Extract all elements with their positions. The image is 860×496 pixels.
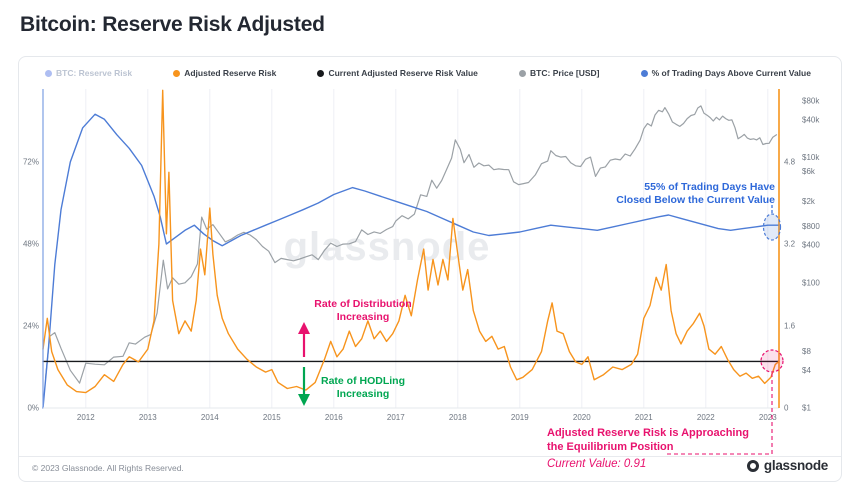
series-layer xyxy=(42,89,780,409)
x-axis-label: 2015 xyxy=(263,413,281,422)
annotation-hodling-line2: Increasing xyxy=(336,388,390,401)
footer-divider xyxy=(19,456,841,457)
annotation-distribution-line1: Rate of Distribution xyxy=(314,298,412,310)
x-axis-label: 2020 xyxy=(573,413,591,422)
y-axis-value-label: 1.6 xyxy=(784,322,796,331)
x-axis-label: 2017 xyxy=(387,413,405,422)
x-axis-label: 2014 xyxy=(201,413,219,422)
annotation-distribution: Rate of Distribution Increasing xyxy=(283,298,443,324)
x-axis-label: 2023 xyxy=(759,413,777,422)
y-axis-percent-label: 72% xyxy=(23,158,39,167)
y-axis-price-label: $4 xyxy=(802,366,811,375)
legend-label: BTC: Reserve Risk xyxy=(56,68,133,78)
y-axis-price-label: $100 xyxy=(802,278,820,287)
y-axis-price-label: $400 xyxy=(802,241,820,250)
y-axis-percent-label: 24% xyxy=(23,322,39,331)
legend-dot-icon xyxy=(317,69,325,77)
y-axis-value-label: 3.2 xyxy=(784,240,796,249)
chart-card: BTC: Reserve Risk Adjusted Reserve Risk Cu… xyxy=(18,56,842,482)
annotation-equilibrium-line1: Adjusted Reserve Risk is Approaching xyxy=(547,427,749,439)
legend-label: % of Trading Days Above Current Value xyxy=(651,68,811,78)
annotation-trading-days-line2: Closed Below the Current Value xyxy=(616,194,775,207)
reserve-risk-chart: 2012 2013 2014 2015 2016 2017 2018 2019 2020 2021… xyxy=(23,89,820,455)
current-value-marker xyxy=(760,349,784,373)
legend-item-3[interactable]: Current Adjusted Reserve Risk Value xyxy=(317,68,478,78)
legend-item-1[interactable]: BTC: Reserve Risk xyxy=(45,68,132,78)
annotation-overlays xyxy=(42,89,784,455)
trading-days-marker xyxy=(762,213,782,241)
x-axis-label: 2018 xyxy=(449,413,467,422)
y-axis-price-label: $80k xyxy=(802,97,820,106)
y-axis-price-label: $6k xyxy=(802,167,816,176)
y-axis-price-label: $40k xyxy=(802,115,820,124)
y-axis-percent-label: 0% xyxy=(27,404,39,413)
chart-legend: BTC: Reserve Risk Adjusted Reserve Risk Cu… xyxy=(19,68,841,78)
x-axis-label: 2021 xyxy=(635,413,653,422)
legend-item-4[interactable]: BTC: Price [USD] xyxy=(519,68,599,78)
y-axis-price-label: $800 xyxy=(802,222,820,231)
y-axis-price-label: $8 xyxy=(802,347,811,356)
x-axis-label: 2019 xyxy=(511,413,529,422)
legend-dot-icon xyxy=(173,69,181,77)
annotation-hodling-line1: Rate of HODLing xyxy=(321,375,405,387)
annotation-distribution-line2: Increasing xyxy=(336,311,390,324)
x-axis-label: 2016 xyxy=(325,413,343,422)
x-axis-label: 2022 xyxy=(697,413,715,422)
series-trading-days-pct xyxy=(42,113,780,409)
axis-layer: 2012 2013 2014 2015 2016 2017 2018 2019 2020 2021… xyxy=(23,97,820,422)
y-axis-percent-label: 48% xyxy=(23,240,39,249)
x-axis-label: 2012 xyxy=(77,413,95,422)
annotation-equilibrium: Adjusted Reserve Risk is Approaching the… xyxy=(547,426,749,472)
page-title: Bitcoin: Reserve Risk Adjusted xyxy=(20,13,325,36)
legend-label: BTC: Price [USD] xyxy=(530,68,600,78)
hodling-arrow-head-icon xyxy=(298,394,310,406)
legend-label: Adjusted Reserve Risk xyxy=(184,68,277,78)
series-adjusted-reserve-risk xyxy=(42,89,780,394)
copyright-text: © 2023 Glassnode. All Rights Reserved. xyxy=(32,463,184,473)
legend-dot-icon xyxy=(640,69,648,77)
annotation-hodling: Rate of HODLing Increasing xyxy=(283,375,443,401)
legend-label: Current Adjusted Reserve Risk Value xyxy=(328,68,478,78)
annotation-current-value: Current Value: 0.91 xyxy=(547,457,647,470)
y-axis-price-label: $2k xyxy=(802,197,816,206)
y-axis-price-label: $1 xyxy=(802,404,811,413)
glassnode-logo-text: glassnode xyxy=(763,458,828,473)
legend-item-2[interactable]: Adjusted Reserve Risk xyxy=(173,68,276,78)
annotation-equilibrium-line2: the Equilibrium Position xyxy=(547,441,674,454)
y-axis-price-label: $10k xyxy=(802,153,820,162)
legend-dot-icon xyxy=(519,69,527,77)
distribution-arrow-head-icon xyxy=(298,322,310,334)
annotation-trading-days-line1: 55% of Trading Days Have xyxy=(644,181,775,193)
glassnode-logo-icon xyxy=(746,459,759,472)
legend-dot-icon xyxy=(45,69,52,77)
x-axis-label: 2013 xyxy=(139,413,157,422)
series-btc-price-usd xyxy=(44,105,778,384)
legend-item-5[interactable]: % of Trading Days Above Current Value xyxy=(640,68,811,78)
y-axis-value-label: 0 xyxy=(784,404,789,413)
y-axis-value-label: 4.8 xyxy=(784,158,796,167)
grid-layer xyxy=(85,89,769,408)
glassnode-logo: glassnode xyxy=(746,458,828,473)
annotation-trading-days: 55% of Trading Days Have Closed Below th… xyxy=(616,181,775,207)
